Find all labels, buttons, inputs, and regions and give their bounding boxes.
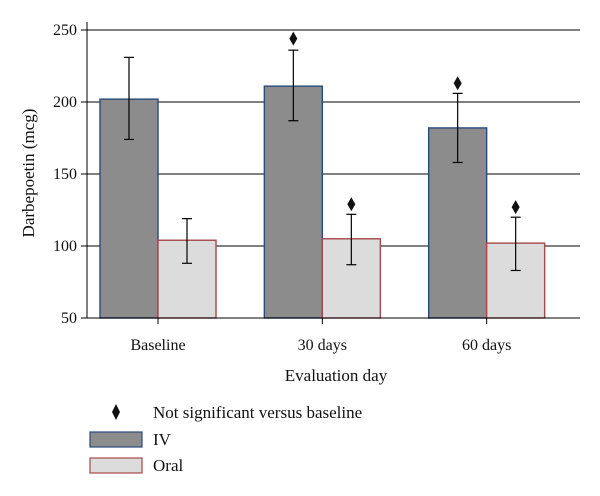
y-tick-label-250: 250 [53,22,77,39]
gridlines [87,29,580,247]
legend: Not significant versus baseline IV Oral [89,403,362,475]
y-tick-label-200: 200 [53,94,77,111]
diamond-marker-icon-1 [289,31,298,46]
diamond-marker-icon-3 [453,76,462,91]
bar-iv-2 [263,85,324,319]
y-tick-label-50: 50 [61,310,77,327]
y-tick-label-150: 150 [53,166,77,183]
legend-swatch-oral [89,457,143,474]
legend-label-oral: Oral [153,456,183,475]
y-tick-label-100: 100 [53,238,77,255]
bars [99,85,546,319]
x-tick-label-2: 30 days [298,337,347,354]
x-tick-label-3: 60 days [462,337,511,354]
axes: 50 100 150 200 250 Baseline 30 days 60 days [53,22,580,354]
diamond-marker-icon-4 [511,200,520,215]
error-bars [124,49,521,272]
x-tick-label-1: Baseline [130,337,185,354]
legend-label-iv: IV [153,430,172,449]
x-axis-title: Evaluation day [285,366,388,385]
legend-swatch-iv [89,431,143,448]
legend-label-not-significant: Not significant versus baseline [153,403,362,422]
legend-marker-diamond-icon [112,404,120,420]
significance-markers [289,31,520,215]
diamond-marker-icon-2 [347,197,356,212]
y-axis-title: Darbepoetin (mcg) [19,109,38,238]
